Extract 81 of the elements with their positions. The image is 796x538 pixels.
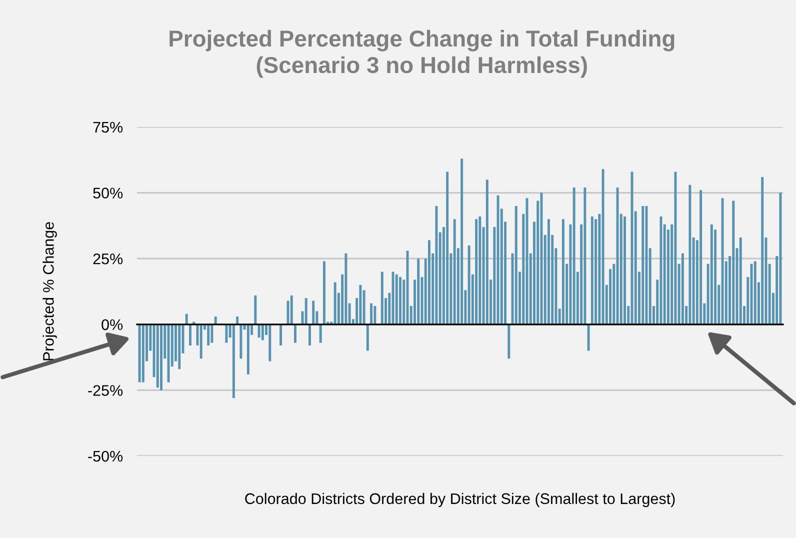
y-tick-label: 0% xyxy=(102,319,123,330)
bar xyxy=(261,324,264,340)
y-tick-label: -25% xyxy=(88,385,123,396)
bar xyxy=(642,206,644,324)
bar xyxy=(453,219,456,324)
bar xyxy=(572,188,576,324)
bar xyxy=(399,277,402,324)
bar xyxy=(246,324,250,374)
bar xyxy=(380,272,384,324)
bar xyxy=(732,200,735,324)
bar xyxy=(428,240,430,324)
bar xyxy=(254,295,257,324)
y-tick-label: -50% xyxy=(88,450,123,462)
bar xyxy=(674,172,677,324)
bar xyxy=(359,284,362,324)
bar xyxy=(417,258,420,324)
bar xyxy=(370,303,373,324)
bar xyxy=(739,238,742,324)
bar xyxy=(478,216,482,324)
bar xyxy=(142,324,144,382)
bar xyxy=(590,216,594,324)
bar xyxy=(258,324,260,338)
bar xyxy=(138,324,141,382)
bar xyxy=(508,324,510,359)
bar xyxy=(710,224,713,324)
bar xyxy=(587,324,590,351)
bar xyxy=(761,177,764,324)
bar xyxy=(322,261,326,324)
bar xyxy=(160,324,162,390)
bar xyxy=(240,324,242,359)
bar xyxy=(688,184,692,324)
bar xyxy=(547,219,550,324)
bar xyxy=(304,298,308,324)
y-tick-label: 50% xyxy=(93,188,123,198)
bar xyxy=(486,180,488,324)
bar xyxy=(200,324,202,359)
bar xyxy=(700,190,702,324)
bar xyxy=(225,324,228,343)
bar xyxy=(624,216,626,324)
bar xyxy=(435,206,438,324)
bar xyxy=(602,169,604,324)
bar xyxy=(268,324,272,362)
x-axis-title: Colorado Districts Ordered by District Size (Smallest to Largest) xyxy=(245,492,675,508)
bar xyxy=(475,219,478,324)
bar xyxy=(779,192,782,324)
bar xyxy=(446,172,449,324)
bar xyxy=(344,253,348,324)
bar xyxy=(681,253,684,324)
bar xyxy=(562,219,564,324)
bar xyxy=(395,274,398,324)
bar xyxy=(185,314,188,324)
bar xyxy=(294,324,296,343)
bar xyxy=(514,206,518,324)
bar xyxy=(468,245,470,324)
y-tick-label: 75% xyxy=(93,122,123,133)
y-tick-label: 25% xyxy=(93,253,123,264)
y-axis-title: Projected % Change xyxy=(42,222,57,360)
bar xyxy=(312,300,315,324)
bar xyxy=(156,324,159,388)
bar xyxy=(721,198,724,324)
bar xyxy=(319,324,322,343)
bar xyxy=(334,282,336,324)
bar xyxy=(207,324,210,346)
bar xyxy=(178,324,181,370)
bar xyxy=(754,261,756,324)
bar xyxy=(660,216,662,324)
bar xyxy=(374,306,376,324)
bar xyxy=(540,192,543,324)
bar xyxy=(232,324,235,398)
bar xyxy=(460,158,464,324)
bar xyxy=(366,324,369,351)
bar xyxy=(210,324,214,343)
bar xyxy=(290,295,293,324)
chart-title: Projected Percentage Change in Total Funding (Scenario 3 no Hold Harmless) xyxy=(170,30,674,78)
bar xyxy=(236,316,239,324)
bar xyxy=(584,188,586,324)
bar xyxy=(214,316,217,324)
bar xyxy=(189,324,192,346)
bar xyxy=(280,324,282,346)
bar xyxy=(496,195,500,324)
bar xyxy=(308,324,311,346)
